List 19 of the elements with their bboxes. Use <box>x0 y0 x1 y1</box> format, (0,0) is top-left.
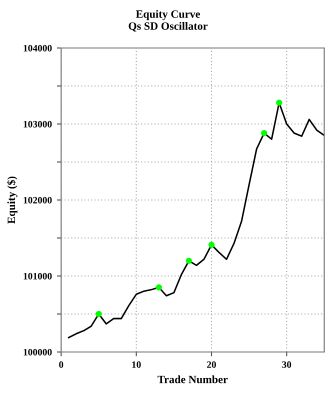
y-tick-label: 101000 <box>24 272 52 280</box>
point <box>96 310 102 318</box>
y-tick-label: 104000 <box>24 44 52 52</box>
x-axis-title: Trade Number <box>158 375 228 384</box>
chart-title: Equity Curve <box>136 10 200 20</box>
x-tick-label: 30 <box>282 361 292 368</box>
y-tick-label: 100000 <box>24 348 52 356</box>
y-tick-label: 103000 <box>24 120 52 128</box>
x-tick-label: 20 <box>207 361 216 368</box>
point <box>261 130 268 136</box>
y-tick-label: 102000 <box>24 196 52 204</box>
y-axis-title: Equity ($) <box>6 176 18 224</box>
chart-subtitle: Qs SD Oscillator <box>128 22 208 32</box>
point <box>276 100 282 106</box>
point <box>156 284 162 290</box>
x-tick-label: 0 <box>59 361 64 368</box>
point <box>208 242 215 248</box>
point <box>186 258 192 264</box>
x-tick-label: 10 <box>132 361 141 368</box>
